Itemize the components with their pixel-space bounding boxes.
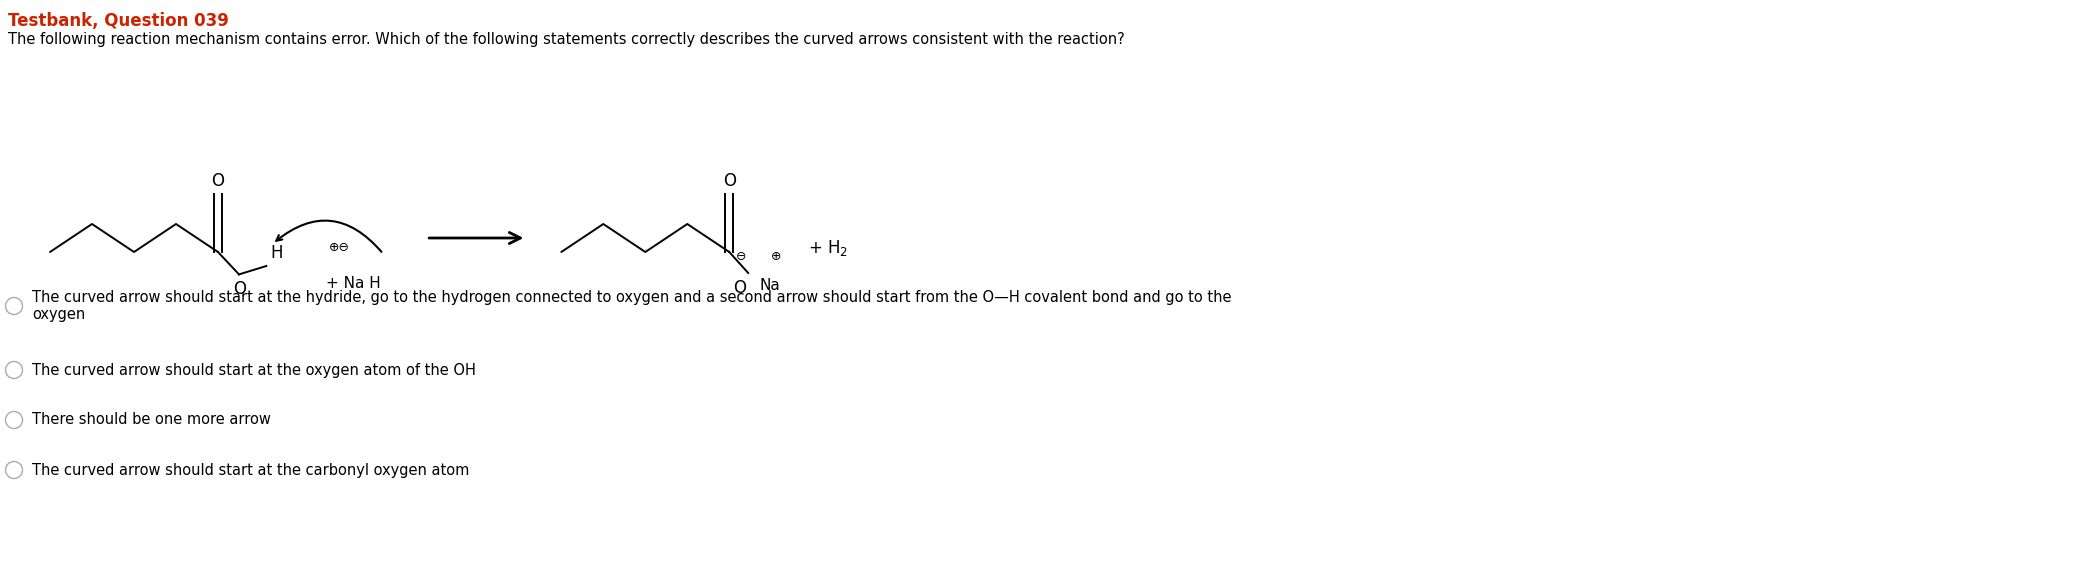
Text: The curved arrow should start at the oxygen atom of the OH: The curved arrow should start at the oxy… [31,363,477,378]
Text: O: O [233,281,246,299]
Text: H: H [271,244,283,262]
Text: The curved arrow should start at the hydride, go to the hydrogen connected to ox: The curved arrow should start at the hyd… [31,290,1230,322]
Text: ⊖: ⊖ [735,250,747,263]
Text: The curved arrow should start at the carbonyl oxygen atom: The curved arrow should start at the car… [31,463,468,477]
Text: Testbank, Question 039: Testbank, Question 039 [8,12,229,30]
Text: The following reaction mechanism contains error. Which of the following statemen: The following reaction mechanism contain… [8,32,1124,47]
Text: O: O [212,172,225,190]
Text: ⊕⊖: ⊕⊖ [329,241,350,254]
Text: Na: Na [760,278,781,293]
Text: ⊕: ⊕ [770,250,781,263]
Text: O: O [733,279,745,297]
Text: O: O [722,172,735,190]
Text: There should be one more arrow: There should be one more arrow [31,413,271,428]
Text: + H$_2$: + H$_2$ [808,238,847,258]
Text: + Na H: + Na H [327,276,381,291]
